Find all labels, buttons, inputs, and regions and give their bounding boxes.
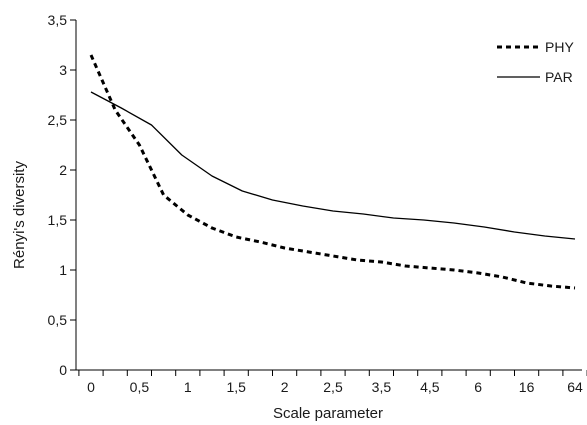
y-tick-label: 3: [59, 62, 67, 78]
y-tick-label: 0,5: [48, 312, 68, 328]
legend-label-par: PAR: [545, 69, 573, 85]
x-tick-label: 0,5: [130, 379, 150, 395]
y-tick-label: 2,5: [48, 112, 68, 128]
series-line-phy: [89, 54, 576, 290]
y-tick-label: 3,5: [48, 12, 68, 28]
legend: PHY PAR: [497, 39, 574, 85]
series-layer: [89, 54, 576, 290]
x-tick-label: 0: [87, 379, 95, 395]
y-tick-label: 1,5: [48, 212, 68, 228]
x-tick-label: 4,5: [420, 379, 440, 395]
x-tick-label: 1,5: [226, 379, 246, 395]
x-tick-label: 2,5: [323, 379, 343, 395]
axes: [75, 20, 582, 371]
x-axis-ticks: 0 0,5 1 1,5 2 2,5 3,5 4,5 6 16 64: [78, 370, 587, 395]
series-line-par: [90, 91, 576, 240]
x-tick-label: 3,5: [372, 379, 392, 395]
y-tick-label: 1: [59, 262, 67, 278]
x-tick-label: 16: [519, 379, 535, 395]
y-axis-label: Rényi's diversity: [11, 161, 28, 269]
y-tick-label: 2: [59, 162, 67, 178]
x-tick-label: 6: [474, 379, 482, 395]
y-axis-ticks: 0 0,5 1 1,5 2 2,5 3 3,5: [48, 12, 76, 378]
x-axis-label: Scale parameter: [273, 405, 383, 422]
x-tick-label: 64: [567, 379, 583, 395]
x-tick-label: 1: [184, 379, 192, 395]
y-tick-label: 0: [59, 362, 67, 378]
legend-label-phy: PHY: [545, 39, 574, 55]
x-tick-label: 2: [281, 379, 289, 395]
